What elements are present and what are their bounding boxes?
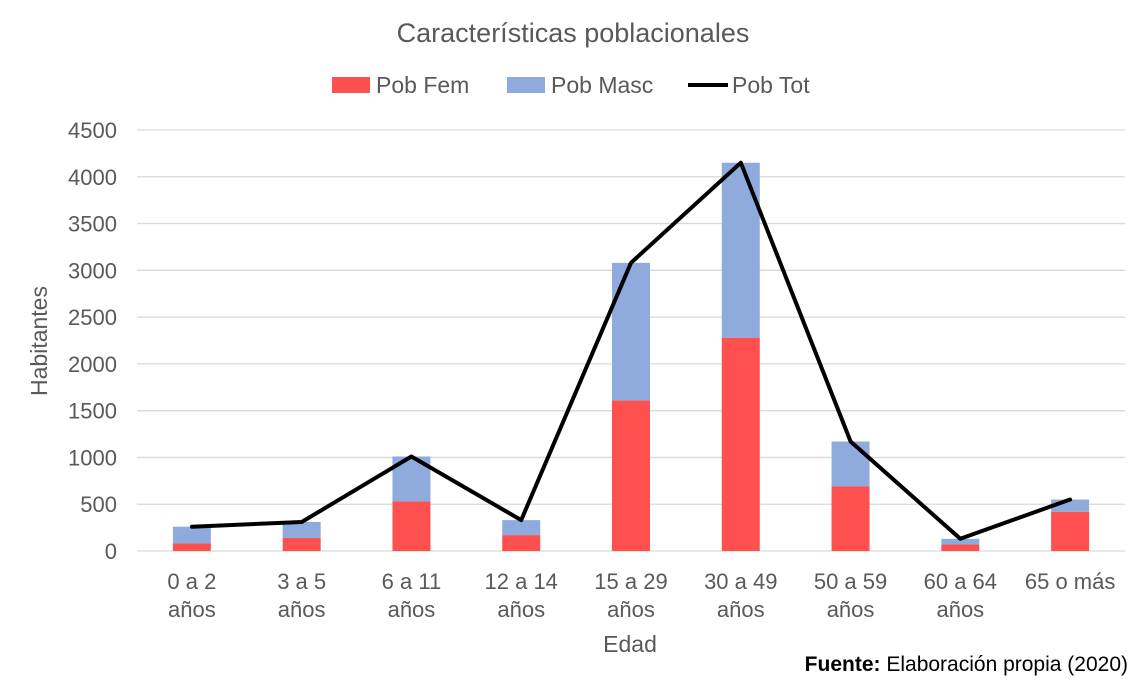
- y-tick-label: 1500: [68, 399, 117, 424]
- x-axis-title: Edad: [603, 631, 657, 657]
- legend-swatch: [507, 77, 545, 93]
- x-tick-label: 15 a 29 años: [594, 569, 667, 622]
- y-tick-label: 4500: [68, 118, 117, 143]
- y-tick-label: 2500: [68, 305, 117, 330]
- bar-pob-fem: [721, 337, 760, 551]
- legend-label: Pob Fem: [376, 72, 469, 98]
- y-tick-label: 3500: [68, 212, 117, 237]
- bar-pob-fem: [941, 544, 980, 551]
- bar-pob-fem: [502, 535, 541, 551]
- legend-label: Pob Tot: [732, 72, 810, 98]
- y-tick-label: 3000: [68, 258, 117, 283]
- source-text: Elaboración propia (2020): [886, 653, 1128, 676]
- chart-title: Características poblacionales: [397, 18, 750, 48]
- x-tick-label: 30 a 49 años: [704, 569, 777, 622]
- bar-pob-fem: [831, 486, 870, 551]
- x-axis: 0 a 2 años 3 a 5 años 6 a 11 años 12 a 14 años 1…: [167, 569, 1115, 622]
- bar-pob-masc: [172, 526, 211, 544]
- y-axis-title: Habitantes: [26, 286, 52, 396]
- x-tick-label: 0 a 2 años: [167, 569, 216, 622]
- legend: Pob Fem Pob Masc Pob Tot: [332, 72, 810, 98]
- y-tick-label: 0: [105, 539, 117, 564]
- x-tick-label: 65 o más: [1025, 569, 1116, 594]
- legend-label: Pob Masc: [551, 72, 653, 98]
- y-tick-label: 2000: [68, 352, 117, 377]
- line-series: [189, 160, 1073, 541]
- bar-pob-fem: [282, 537, 321, 551]
- x-tick-label: 6 a 11 años: [382, 569, 442, 622]
- legend-swatch: [332, 77, 370, 93]
- bar-pob-masc: [721, 162, 760, 338]
- line-pob-tot: [189, 160, 1073, 541]
- bars: [172, 162, 1090, 551]
- source-label: Fuente:: [804, 653, 881, 676]
- x-tick-label: 60 a 64 años: [924, 569, 997, 622]
- bar-pob-fem: [392, 501, 431, 551]
- y-tick-label: 4000: [68, 165, 117, 190]
- bar-pob-masc: [941, 538, 980, 545]
- source-note: Fuente: Elaboración propia (2020): [805, 653, 1128, 677]
- bar-pob-fem: [612, 400, 650, 551]
- y-tick-label: 500: [80, 492, 117, 517]
- y-tick-label: 1000: [68, 445, 117, 470]
- bar-pob-masc: [612, 262, 650, 401]
- bar-pob-fem: [1051, 511, 1090, 551]
- bar-pob-masc: [831, 441, 870, 487]
- y-axis: 0 500 1000 1500 2000 2500 3000 3500 4000 4500: [68, 118, 117, 564]
- bar-pob-fem: [172, 543, 211, 551]
- x-tick-label: 3 a 5 años: [277, 569, 326, 622]
- bar-pob-masc: [502, 520, 541, 536]
- bar-pob-masc: [282, 521, 321, 538]
- x-tick-label: 12 a 14 años: [485, 569, 558, 622]
- x-tick-label: 50 a 59 años: [814, 569, 887, 622]
